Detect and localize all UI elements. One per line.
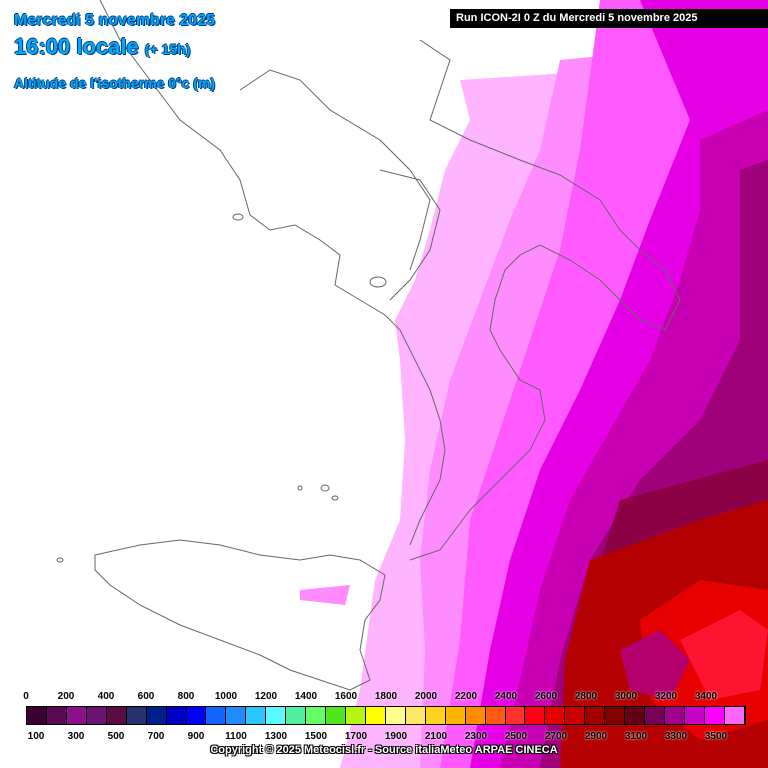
coastlines (94, 0, 681, 691)
legend-label-upper: 0 (23, 691, 29, 702)
legend-label-lower: 3300 (664, 731, 688, 742)
legend-swatch (485, 707, 506, 724)
legend-label-lower: 900 (187, 731, 205, 742)
legend-label-upper: 800 (177, 691, 195, 702)
legend-label-lower: 1500 (304, 731, 328, 742)
legend-swatch (365, 707, 386, 724)
legend-swatch (86, 707, 107, 724)
legend-label-upper: 400 (97, 691, 115, 702)
time-label: 16:00 locale (14, 34, 139, 59)
legend-label-upper: 600 (137, 691, 155, 702)
legend-label-lower: 2100 (424, 731, 448, 742)
legend-swatch (326, 707, 346, 724)
legend-swatch (645, 707, 665, 724)
legend-label-lower: 500 (107, 731, 125, 742)
legend-label-upper: 1400 (294, 691, 318, 702)
legend-label-lower: 2700 (544, 731, 568, 742)
legend-swatch (704, 707, 725, 724)
legend-swatch (724, 707, 745, 724)
legend-swatch (665, 707, 685, 724)
legend-swatch (246, 707, 267, 724)
legend-swatch (346, 707, 366, 724)
islands (56, 213, 387, 563)
legend-label-upper: 3000 (614, 691, 638, 702)
legend-swatch (27, 707, 47, 724)
legend-label-upper: 1200 (254, 691, 278, 702)
legend-swatch (525, 707, 546, 724)
legend-label-upper: 2400 (494, 691, 518, 702)
legend-swatch (106, 707, 127, 724)
legend-swatch (186, 707, 207, 724)
legend-swatch (46, 707, 67, 724)
legend-label-upper: 1600 (334, 691, 358, 702)
legend-label-upper: 200 (57, 691, 75, 702)
legend-label-upper: 2000 (414, 691, 438, 702)
legend-swatch (505, 707, 526, 724)
legend-label-upper: 1800 (374, 691, 398, 702)
legend-label-upper: 2200 (454, 691, 478, 702)
legend-swatch (684, 707, 705, 724)
time-offset: (+ 15h) (144, 41, 191, 57)
legend-swatch (306, 707, 327, 724)
legend-label-lower: 2900 (584, 731, 608, 742)
legend-label-lower: 2300 (464, 731, 488, 742)
legend-swatch (226, 707, 247, 724)
legend-swatch (146, 707, 167, 724)
legend-label-upper: 2600 (534, 691, 558, 702)
legend-label-lower: 100 (27, 731, 45, 742)
legend-swatch (286, 707, 307, 724)
legend-label-upper: 3400 (694, 691, 718, 702)
copyright-text: Copyright © 2025 Meteocisl.fr - Source i… (210, 744, 558, 756)
legend-label-lower: 1100 (225, 731, 247, 742)
legend-label-lower: 700 (147, 731, 165, 742)
time-title: 16:00 locale (+ 15h) (14, 34, 190, 60)
legend-swatch (605, 707, 626, 724)
legend-swatch (66, 707, 87, 724)
legend-swatch (206, 707, 227, 724)
legend-swatch (126, 707, 147, 724)
legend-swatch (625, 707, 646, 724)
legend-label-lower: 2500 (504, 731, 528, 742)
legend-swatch (565, 707, 586, 724)
legend-swatch (405, 707, 426, 724)
legend-swatch (445, 707, 466, 724)
legend-swatch (545, 707, 566, 724)
legend-swatch (266, 707, 287, 724)
legend-swatch (465, 707, 486, 724)
legend-label-lower: 1900 (384, 731, 408, 742)
parameter-title: Altitude de l'isotherme 0°c (m) (14, 75, 216, 91)
color-legend (26, 706, 746, 725)
run-info-banner: Run ICON-2I 0 Z du Mercredi 5 novembre 2… (450, 9, 768, 28)
legend-label-lower: 300 (67, 731, 85, 742)
legend-label-upper: 3200 (654, 691, 678, 702)
legend-swatch (425, 707, 446, 724)
legend-label-upper: 1000 (214, 691, 238, 702)
legend-swatch (585, 707, 606, 724)
date-title: Mercredi 5 novembre 2025 (14, 12, 215, 29)
legend-label-lower: 3500 (704, 731, 728, 742)
isotherm-fields (300, 0, 768, 768)
legend-label-lower: 1300 (264, 731, 288, 742)
legend-label-lower: 3100 (624, 731, 648, 742)
legend-label-lower: 1700 (344, 731, 368, 742)
legend-label-upper: 2800 (574, 691, 598, 702)
legend-swatch (385, 707, 406, 724)
legend-swatch (166, 707, 187, 724)
